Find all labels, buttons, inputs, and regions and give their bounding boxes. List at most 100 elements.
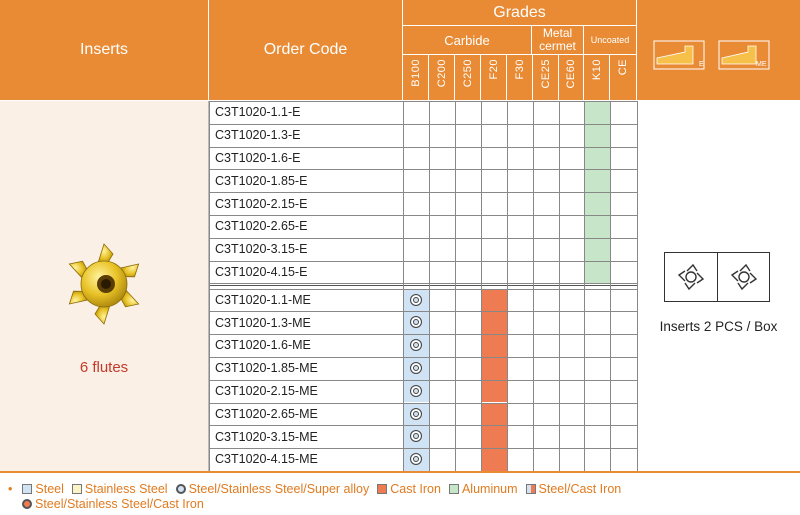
aluminum-cell [584, 192, 610, 215]
aluminum-swatch [448, 484, 459, 494]
order-code-cell: C3T1020-2.65-ME [215, 406, 318, 421]
order-code-header: Order Code [209, 0, 402, 100]
legend [0, 471, 800, 515]
super-alloy-mark-icon [410, 430, 422, 443]
grade-column-header: F20 [481, 55, 506, 100]
grade-column-header: CE25 [533, 55, 558, 100]
order-code-cell: C3T1020-2.15-ME [215, 384, 318, 399]
order-code-cell: C3T1020-2.65-E [215, 219, 308, 234]
super-alloy-mark-icon [410, 316, 422, 329]
grid-line [559, 101, 560, 471]
super-alloy-mark-icon [410, 384, 422, 397]
order-code-cell: C3T1020-1.1-ME [215, 292, 311, 307]
cast-iron-cell [481, 288, 507, 312]
grid-line [637, 101, 638, 471]
grid-line [507, 101, 508, 471]
cast-iron-cell [481, 334, 507, 357]
geometry-e-label: E [699, 61, 704, 68]
super-alloy-mark-icon [410, 407, 422, 420]
uncoated-header: Uncoated [584, 26, 636, 54]
grid-line [209, 101, 637, 102]
grid-line [209, 334, 637, 335]
geometry-me-icon: ME [718, 40, 770, 70]
grade-column-header: K10 [584, 55, 609, 100]
order-code-cell: C3T1020-1.6-ME [215, 338, 311, 353]
grid-line [610, 101, 611, 471]
panel-divider [208, 101, 209, 471]
uncoated-header-label: Uncoated [590, 35, 630, 45]
grid-line [209, 238, 637, 239]
grades-header: Grades [403, 0, 636, 25]
grid-line [481, 101, 482, 471]
grade-column-header: C250 [455, 55, 480, 100]
legend-row-2: Steel/Stainless Steel/Cast Iron [14, 497, 204, 511]
super-alloy-mark-icon [410, 453, 422, 466]
cast-iron-cell [481, 402, 507, 426]
legend-cast-iron: Cast Iron [390, 482, 441, 496]
legend-super-alloy: Steel/Stainless Steel/Super alloy [188, 482, 370, 496]
grid-line [209, 215, 637, 216]
grade-column-header: B100 [403, 55, 428, 100]
flutes-label: 6 flutes [79, 359, 129, 376]
grid-line [209, 124, 637, 125]
order-code-cell: C3T1020-1.85-ME [215, 361, 318, 376]
metal-cermet-line1: Metal [542, 26, 573, 40]
grid-line [209, 289, 637, 290]
order-code-cell: C3T1020-1.6-E [215, 150, 301, 165]
grid-line [209, 403, 637, 404]
packaging-box [664, 252, 770, 302]
grid-line [533, 101, 534, 471]
order-code-cell: C3T1020-1.3-ME [215, 315, 311, 330]
grade-column-label: CE [617, 59, 629, 76]
super-alloy-mark-icon [410, 339, 422, 352]
legend-bullet: • [8, 482, 13, 496]
cast-iron-cell [481, 311, 507, 335]
legend-stainless: Stainless Steel [84, 482, 168, 496]
grid-line [584, 101, 585, 471]
packaging-label: Inserts 2 PCS / Box [659, 319, 778, 334]
stainless-swatch [71, 484, 82, 494]
aluminum-cell [584, 260, 610, 284]
steel-swatch [22, 484, 33, 494]
legend-aluminum: Aluminum [461, 482, 518, 496]
cast-iron-cell [481, 379, 507, 403]
legend-steel-cast-iron: Steel/Cast Iron [538, 482, 622, 496]
aluminum-cell [584, 101, 610, 124]
grid-line [209, 261, 637, 262]
inserts-header-label: Inserts [79, 41, 128, 58]
order-code-cell: C3T1020-1.1-E [215, 105, 301, 120]
grade-column-label: K10 [590, 59, 603, 81]
insert-panel: 6 flutes [0, 101, 208, 471]
grid-line [209, 425, 637, 426]
geometry-header: E ME [637, 0, 800, 100]
steel-stainless-cast-iron-swatch [22, 499, 32, 509]
grade-column-label: F20 [487, 59, 500, 80]
metal-cermet-line2: cermet [539, 39, 576, 53]
grid-line [209, 147, 637, 148]
grade-column-header: F30 [507, 55, 532, 100]
aluminum-cell [584, 215, 610, 238]
grid-line [429, 101, 430, 471]
geometry-e-icon: E [653, 40, 705, 70]
aluminum-cell [584, 169, 610, 193]
legend-divider [0, 471, 800, 473]
grid-line [209, 357, 637, 358]
aluminum-cell [584, 146, 610, 170]
steel-cast-iron-swatch [525, 484, 536, 494]
aluminum-cell [584, 237, 610, 261]
cast-iron-swatch [377, 484, 388, 494]
grid-line [209, 169, 637, 170]
grid-line [209, 192, 637, 193]
order-code-cell: C3T1020-1.3-E [215, 128, 301, 143]
grade-column-header: C200 [429, 55, 454, 100]
grid-line [209, 283, 637, 284]
legend-steel: Steel [35, 482, 64, 496]
order-code-cell: C3T1020-1.85-E [215, 173, 308, 188]
carbide-header: Carbide [403, 26, 531, 54]
cast-iron-cell [481, 425, 507, 449]
legend-row-1: • Steel Stainless Steel Steel/Stainless … [8, 482, 621, 496]
insert-outline-icon [677, 263, 705, 291]
carbide-header-label: Carbide [444, 32, 490, 48]
order-code-cell: C3T1020-4.15-ME [215, 452, 318, 467]
